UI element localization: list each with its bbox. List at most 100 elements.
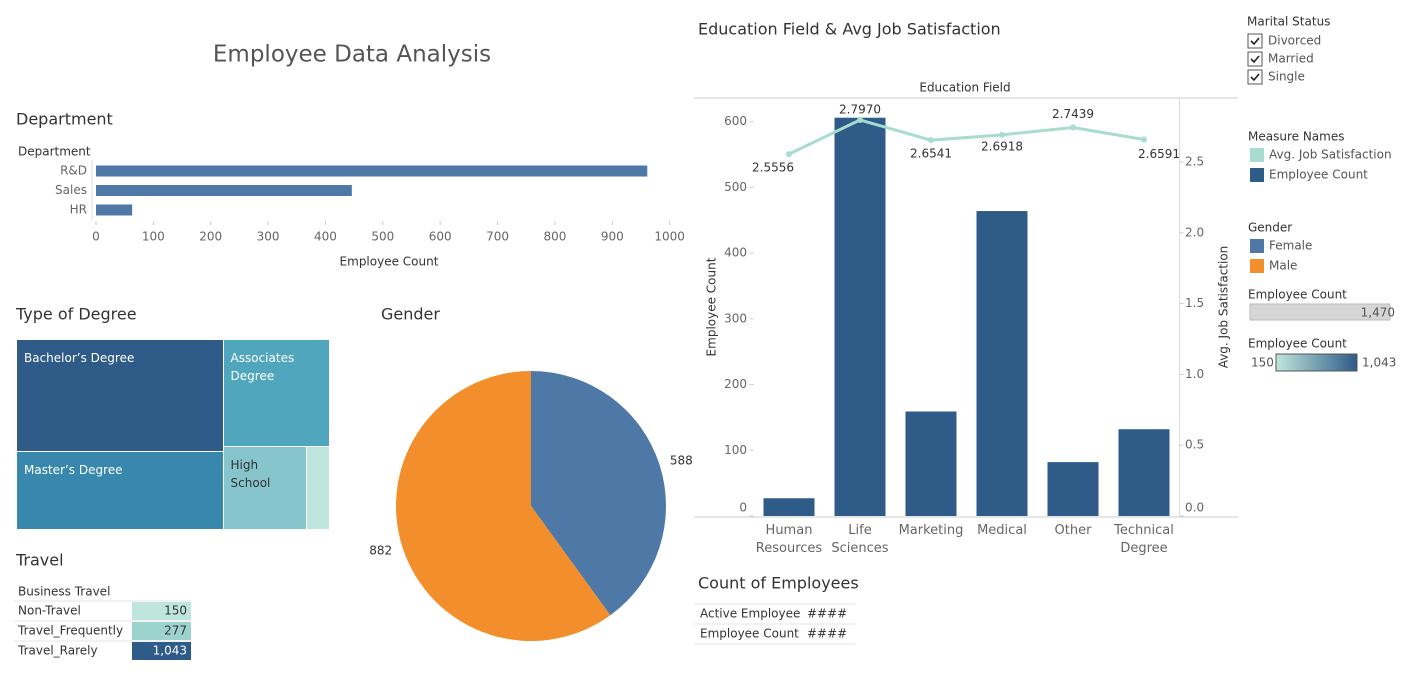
x-axis-label: Employee Count — [340, 255, 439, 269]
x-tick-label: 700 — [486, 230, 509, 244]
x-tick-label: Technical Degree — [1114, 523, 1174, 556]
chart-title: Type of Degree — [15, 305, 137, 324]
checkbox[interactable] — [1247, 33, 1263, 49]
row-label: Employee Count — [700, 627, 799, 641]
legend-swatch — [1250, 239, 1264, 253]
chart-title: Department — [16, 110, 113, 129]
cell-value: 150 — [164, 604, 187, 618]
y-tick-label: HR — [70, 203, 87, 217]
filter-option[interactable]: Married — [1268, 52, 1314, 66]
dashboard-title: Employee Data Analysis — [213, 42, 491, 68]
x-tick-label: 0 — [92, 230, 100, 244]
chart-title: Travel — [15, 551, 64, 570]
y2-tick-label: 2.5 — [1185, 155, 1204, 169]
legend-label: Female — [1269, 239, 1312, 253]
x-tick-label: Human Resources — [755, 523, 823, 556]
treemap-cell: Associates Degree — [223, 340, 329, 447]
table-title: Count of Employees — [698, 574, 859, 593]
data-label: 2.7970 — [839, 102, 881, 116]
treemap-cell: Bachelor’s Degree — [17, 340, 223, 452]
legend-label: Male — [1269, 259, 1297, 273]
line-series — [788, 118, 1145, 156]
line-point — [928, 137, 934, 144]
treemap-cell — [306, 447, 329, 529]
y-tick-label: 600 — [724, 114, 747, 128]
line-point — [857, 116, 863, 123]
line-point — [786, 151, 792, 158]
checkbox[interactable] — [1247, 51, 1263, 67]
y2-tick-label: 0.5 — [1185, 438, 1204, 452]
legend-swatch — [1250, 259, 1264, 273]
chart-title: Gender — [381, 305, 440, 324]
table-cell — [132, 622, 191, 640]
legend-swatch — [1250, 168, 1264, 182]
treemap-cell: Master’s Degree — [17, 452, 223, 529]
y-tick-label: 200 — [724, 377, 747, 391]
checkmark — [1250, 73, 1260, 82]
data-label: 2.5556 — [752, 161, 794, 175]
cell-value: 1,043 — [153, 644, 187, 658]
x-tick-label: 1000 — [654, 230, 685, 244]
legend-title: Gender — [1248, 221, 1292, 235]
bar — [834, 117, 886, 516]
pie-slice — [396, 371, 611, 642]
y-axis-label: Employee Count — [705, 257, 719, 356]
legend-label: Employee Count — [1269, 168, 1368, 182]
table-cell — [132, 642, 191, 660]
x-tick-label: Marketing — [898, 523, 964, 538]
data-label: 2.6541 — [910, 147, 952, 161]
data-label: 588 — [670, 453, 693, 467]
filter-option[interactable]: Single — [1268, 70, 1305, 84]
bar — [763, 498, 815, 516]
checkbox[interactable] — [1247, 69, 1263, 85]
filter-title: Marital Status — [1247, 15, 1330, 29]
bar — [96, 165, 648, 177]
axis-header: Education Field — [919, 81, 1010, 95]
x-tick-label: 600 — [429, 230, 452, 244]
x-tick-label: 400 — [314, 230, 337, 244]
y2-tick-label: 1.0 — [1185, 367, 1204, 381]
y-tick-label: 400 — [724, 246, 747, 260]
bar — [1118, 429, 1170, 516]
row-label: Travel_Frequently — [17, 624, 123, 638]
cell-value: 277 — [164, 624, 187, 638]
table-cell — [132, 602, 191, 620]
data-label: 882 — [369, 544, 392, 558]
bar — [1047, 462, 1099, 516]
table-header: Business Travel — [18, 585, 110, 599]
x-tick-label: 800 — [543, 230, 566, 244]
legend-label: Avg. Job Satisfaction — [1269, 148, 1392, 162]
y-tick-label: 0 — [739, 501, 747, 515]
legend-label: 1,470 — [1361, 306, 1395, 320]
x-tick-label: 500 — [371, 230, 394, 244]
y2-tick-label: 2.0 — [1185, 225, 1204, 239]
bar — [976, 211, 1028, 517]
row-label: Active Employee — [700, 607, 800, 621]
chart-title: Education Field & Avg Job Satisfaction — [698, 20, 1001, 39]
x-tick-label: 200 — [199, 230, 222, 244]
x-tick-label: Life Sciences — [831, 523, 889, 556]
filter-option[interactable]: Divorced — [1268, 34, 1321, 48]
row-label: Non-Travel — [18, 604, 81, 618]
x-tick-label: 900 — [601, 230, 624, 244]
x-tick-label: Medical — [977, 523, 1027, 538]
y-tick-label: 500 — [724, 180, 747, 194]
size-legend-bar — [1249, 303, 1391, 321]
legend-swatch — [1250, 148, 1264, 162]
checkmark — [1250, 37, 1260, 46]
y-tick-label: 100 — [724, 443, 747, 457]
legend-title: Employee Count — [1248, 288, 1347, 302]
y2-tick-label: 0.0 — [1185, 501, 1204, 515]
bar — [96, 185, 352, 196]
cell-value: #### — [807, 627, 847, 641]
legend-title: Employee Count — [1248, 337, 1347, 351]
pie-slice — [531, 371, 667, 616]
x-tick-label: Other — [1054, 523, 1092, 538]
data-label: 2.6918 — [981, 139, 1023, 153]
row-label: Travel_Rarely — [17, 644, 98, 658]
line-point — [1070, 124, 1076, 131]
y2-tick-label: 1.5 — [1185, 296, 1204, 310]
data-label: 2.6591 — [1138, 147, 1180, 161]
bar — [96, 204, 133, 216]
